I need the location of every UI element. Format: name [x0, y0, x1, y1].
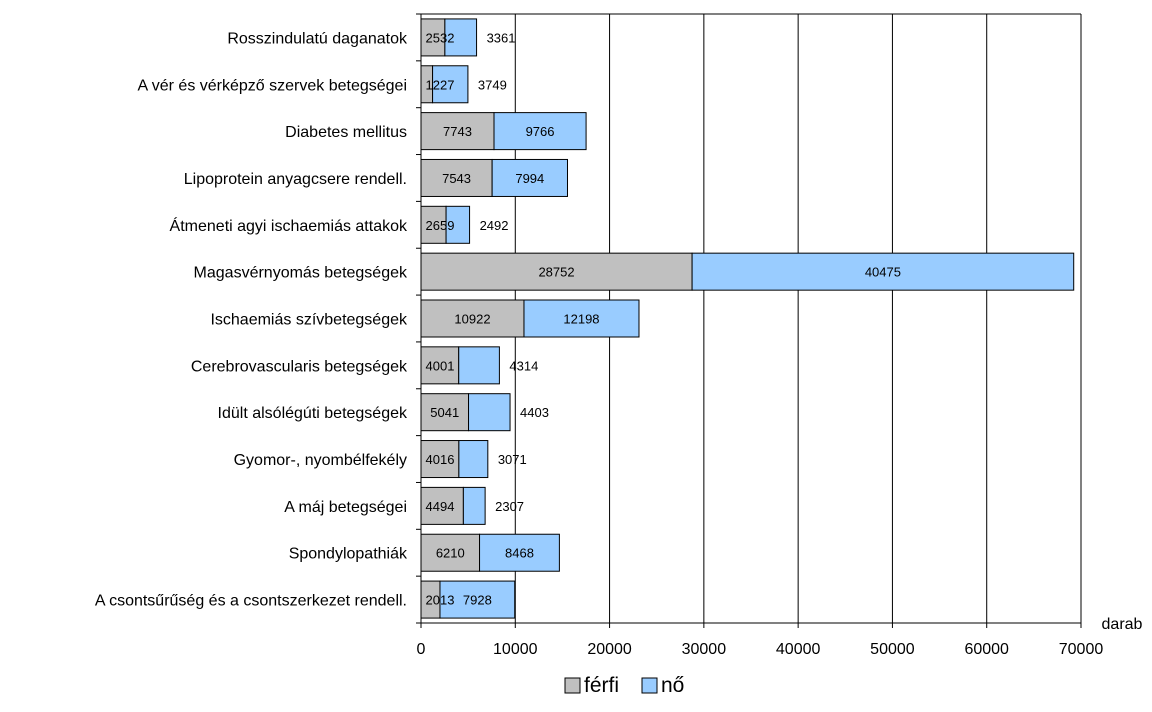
data-label: 3749 [478, 77, 507, 92]
legend-label-ferfi: férfi [584, 674, 619, 697]
data-label: 7994 [515, 171, 544, 186]
x-tick-label: 20000 [587, 641, 632, 658]
category-label: Spondylopathiák [289, 546, 408, 563]
bar-no [445, 205, 471, 244]
data-label: 8468 [505, 546, 534, 561]
data-label: 10922 [454, 312, 490, 327]
category-label: Idült alsólégúti betegségek [218, 405, 408, 422]
data-label: 7928 [463, 593, 492, 608]
data-label: 4314 [509, 358, 538, 373]
bar-no [458, 346, 500, 385]
category-label: Diabetes mellitus [285, 124, 407, 141]
x-tick-label: 0 [417, 641, 426, 658]
bar-no [444, 18, 478, 57]
data-label: 1227 [426, 77, 455, 92]
data-label: 2013 [426, 593, 455, 608]
data-label: 40475 [865, 265, 901, 280]
category-label: A máj betegségei [284, 499, 407, 516]
category-label: Átmeneti agyi ischaemiás attakok [170, 216, 408, 235]
category-label: Magasvérnyomás betegségek [194, 265, 408, 282]
x-axis-label: darab [1102, 616, 1143, 633]
category-label: A csontsűrűség és a csontszerkezet rende… [95, 593, 407, 610]
data-label: 4016 [426, 452, 455, 467]
bar-ferfi [420, 299, 525, 338]
data-label: 2492 [480, 218, 509, 233]
bar-no [462, 486, 486, 525]
bar-no [432, 65, 469, 104]
data-label: 2307 [495, 499, 524, 514]
category-label: A vér és vérképző szervek betegségei [138, 77, 407, 94]
data-label: 3071 [498, 452, 527, 467]
data-label: 3361 [487, 30, 516, 45]
x-tick-label: 70000 [1059, 641, 1104, 658]
data-label: 9766 [526, 124, 555, 139]
data-label: 4494 [426, 499, 455, 514]
data-label: 28752 [538, 265, 574, 280]
data-label: 2532 [426, 30, 455, 45]
bar-no [479, 533, 560, 572]
legend-label-no: nő [661, 674, 684, 697]
data-label: 6210 [436, 546, 465, 561]
x-tick-label: 10000 [493, 641, 538, 658]
bar-no [691, 252, 1075, 291]
bar-no [468, 393, 511, 432]
data-label: 7743 [443, 124, 472, 139]
data-label: 4403 [520, 405, 549, 420]
x-tick-label: 30000 [682, 641, 727, 658]
data-label: 12198 [563, 312, 599, 327]
data-label: 2659 [426, 218, 455, 233]
data-label: 7543 [442, 171, 471, 186]
category-label: Ischaemiás szívbetegségek [210, 312, 408, 329]
bar-ferfi [420, 486, 464, 525]
bar-no [491, 158, 568, 197]
bar-no [493, 112, 587, 151]
bar-ferfi [420, 346, 460, 385]
category-label: Cerebrovascularis betegségek [191, 358, 408, 375]
bar-no [439, 580, 516, 619]
x-tick-label: 50000 [870, 641, 915, 658]
data-label: 5041 [430, 405, 459, 420]
bar-no [458, 440, 489, 479]
data-label: 4001 [426, 358, 455, 373]
bar-no [523, 299, 640, 338]
category-label: Lipoprotein anyagcsere rendell. [184, 171, 407, 188]
legend-swatch-ferfi [564, 677, 581, 694]
legend-swatch-no [641, 677, 658, 694]
category-label: Gyomor-, nyombélfekély [234, 452, 407, 469]
category-label: Rosszindulatú daganatok [227, 30, 408, 47]
bar-ferfi [420, 440, 460, 479]
x-tick-label: 40000 [776, 641, 821, 658]
x-tick-label: 60000 [964, 641, 1009, 658]
